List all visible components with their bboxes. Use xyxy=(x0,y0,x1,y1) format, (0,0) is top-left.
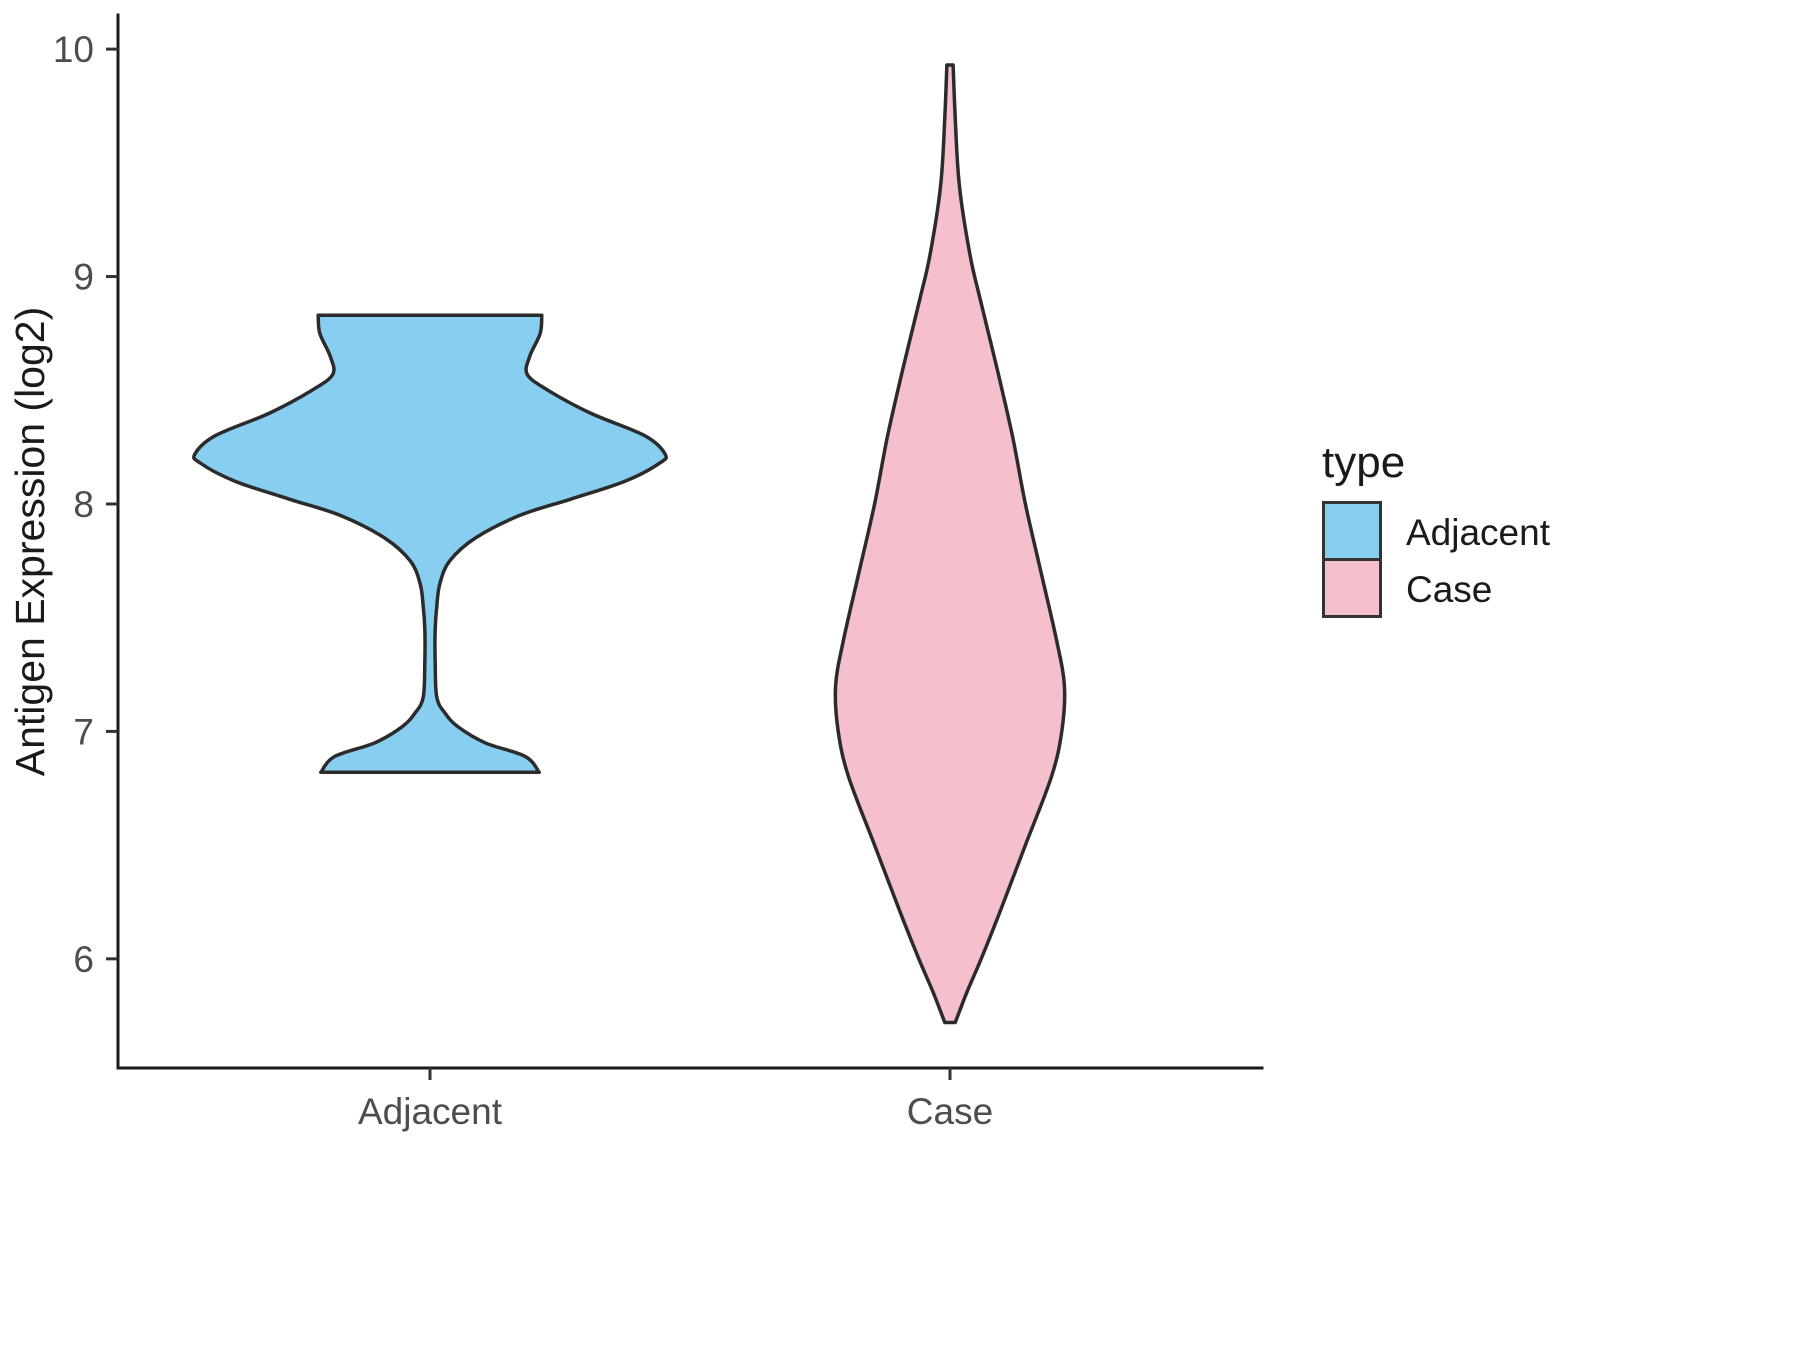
violin-case xyxy=(833,63,1067,1025)
violin-adjacent xyxy=(191,313,669,775)
legend-entry-label: Case xyxy=(1406,568,1493,610)
y-axis-title: Antigen Expression (log2) xyxy=(7,307,53,776)
legend-title: type xyxy=(1322,438,1406,487)
y-tick-label: 8 xyxy=(73,484,94,525)
y-tick-label: 6 xyxy=(73,939,94,980)
legend-key-swatch xyxy=(1322,558,1382,618)
x-category-label: Adjacent xyxy=(358,1091,503,1132)
y-tick-label: 9 xyxy=(73,257,94,298)
axis-lines xyxy=(116,13,1264,1070)
legend-key-swatch xyxy=(1322,501,1382,561)
y-tick-label: 10 xyxy=(53,29,94,70)
x-category-label: Case xyxy=(907,1091,993,1132)
legend: type Adjacent Case xyxy=(1322,438,1550,618)
legend-items: Adjacent Case xyxy=(1322,501,1550,618)
legend-entry: Case xyxy=(1322,558,1550,618)
legend-entry: Adjacent xyxy=(1322,501,1550,561)
y-tick-label: 7 xyxy=(73,711,94,752)
legend-entry-label: Adjacent xyxy=(1406,511,1550,553)
